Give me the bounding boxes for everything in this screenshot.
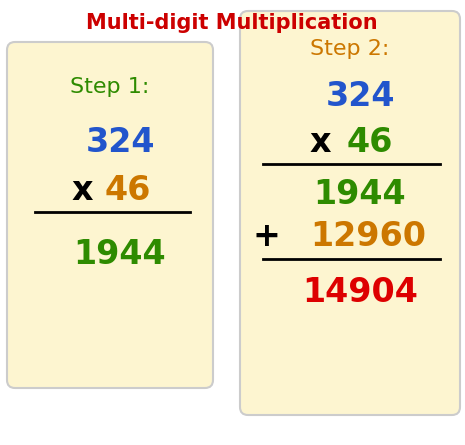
Text: Step 1:: Step 1: xyxy=(70,77,150,97)
Text: Multi-digit Multiplication: Multi-digit Multiplication xyxy=(86,13,378,33)
FancyBboxPatch shape xyxy=(240,11,460,415)
Text: x: x xyxy=(71,174,93,206)
Text: 12960: 12960 xyxy=(310,221,426,254)
Text: +: + xyxy=(252,221,280,254)
Text: Step 2:: Step 2: xyxy=(310,39,390,59)
Text: 14904: 14904 xyxy=(302,276,418,310)
Text: 1944: 1944 xyxy=(314,178,406,210)
Text: x: x xyxy=(309,125,331,158)
Text: 324: 324 xyxy=(325,81,395,113)
Text: 1944: 1944 xyxy=(73,239,166,271)
Text: 46: 46 xyxy=(347,125,393,158)
Text: 324: 324 xyxy=(85,125,155,158)
FancyBboxPatch shape xyxy=(7,42,213,388)
Text: 46: 46 xyxy=(105,174,151,206)
